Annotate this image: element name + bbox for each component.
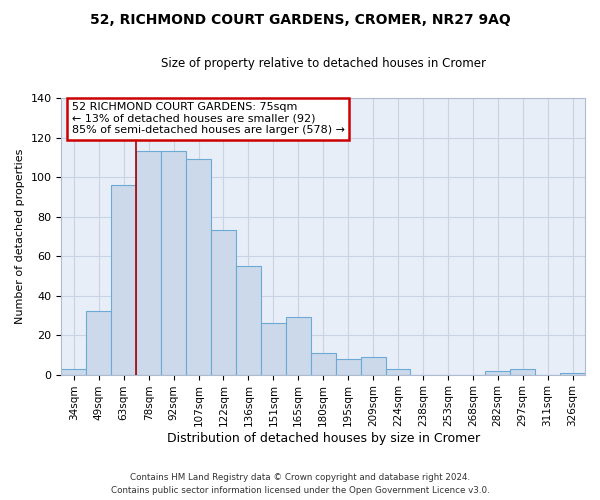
Text: Contains public sector information licensed under the Open Government Licence v3: Contains public sector information licen… bbox=[110, 486, 490, 495]
Bar bbox=[311, 353, 335, 374]
Bar bbox=[186, 160, 211, 374]
Bar bbox=[211, 230, 236, 374]
Bar bbox=[111, 185, 136, 374]
Bar bbox=[236, 266, 261, 374]
Text: Contains HM Land Registry data © Crown copyright and database right 2024.: Contains HM Land Registry data © Crown c… bbox=[130, 472, 470, 482]
Bar bbox=[286, 318, 311, 374]
Bar bbox=[86, 312, 111, 374]
X-axis label: Distribution of detached houses by size in Cromer: Distribution of detached houses by size … bbox=[167, 432, 480, 445]
Bar bbox=[261, 323, 286, 374]
Text: 52, RICHMOND COURT GARDENS, CROMER, NR27 9AQ: 52, RICHMOND COURT GARDENS, CROMER, NR27… bbox=[89, 12, 511, 26]
Title: Size of property relative to detached houses in Cromer: Size of property relative to detached ho… bbox=[161, 58, 486, 70]
Bar bbox=[61, 368, 86, 374]
Bar bbox=[161, 152, 186, 374]
Y-axis label: Number of detached properties: Number of detached properties bbox=[15, 148, 25, 324]
Bar bbox=[386, 368, 410, 374]
Bar bbox=[361, 357, 386, 374]
Bar bbox=[136, 152, 161, 374]
Bar bbox=[485, 370, 510, 374]
Bar bbox=[335, 359, 361, 374]
Text: 52 RICHMOND COURT GARDENS: 75sqm
← 13% of detached houses are smaller (92)
85% o: 52 RICHMOND COURT GARDENS: 75sqm ← 13% o… bbox=[72, 102, 345, 136]
Bar bbox=[510, 368, 535, 374]
Bar bbox=[560, 372, 585, 374]
